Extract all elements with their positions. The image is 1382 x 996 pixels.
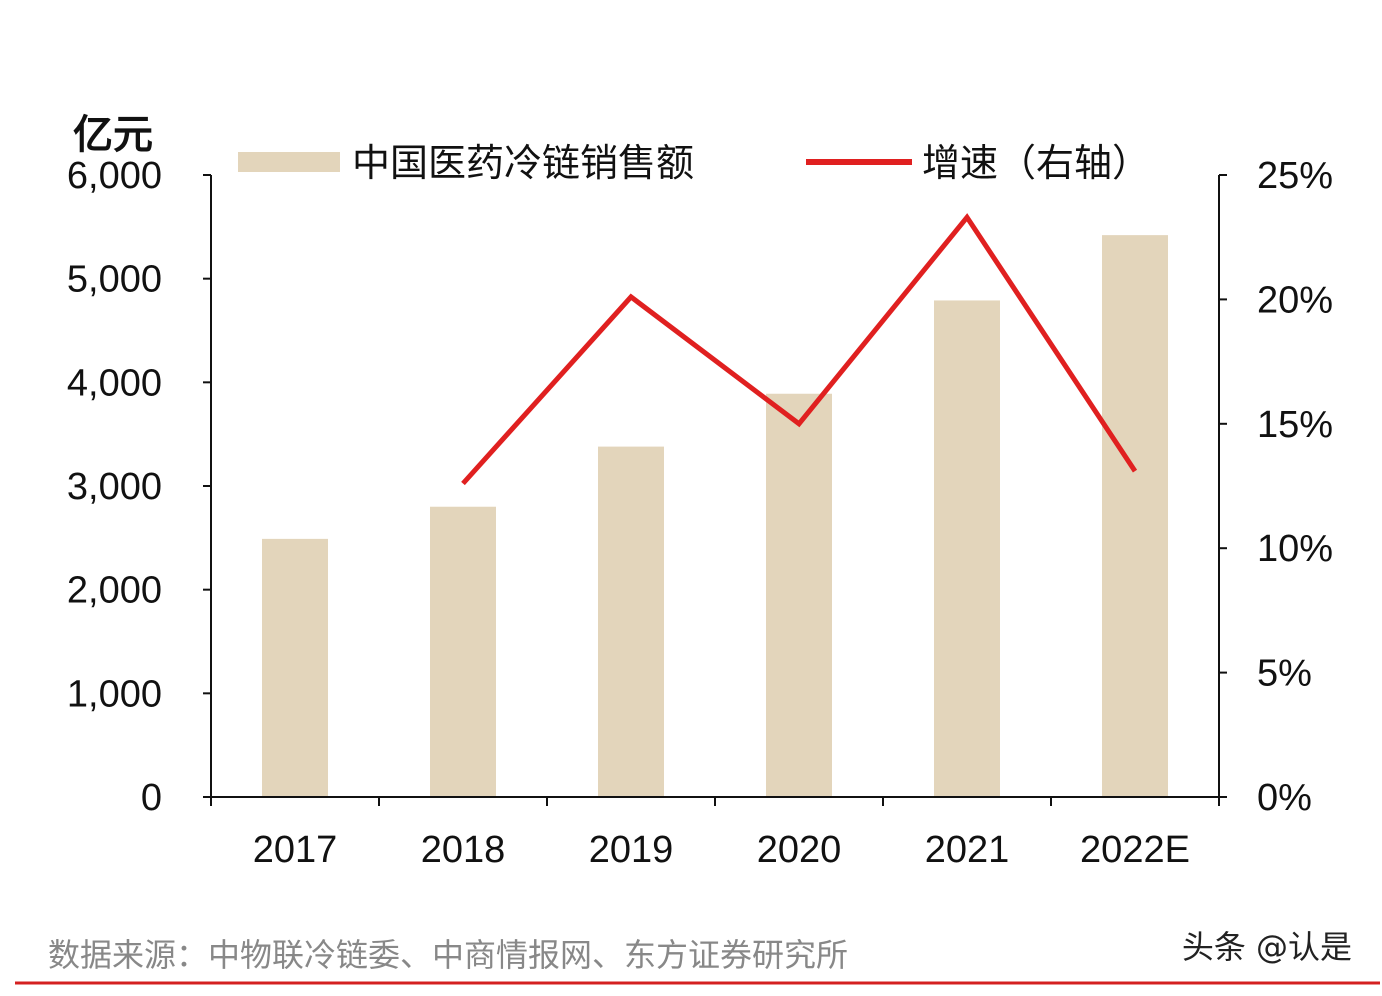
watermark: 头条 @认是	[1182, 928, 1352, 966]
bar-2018	[430, 507, 496, 797]
legend-bar-label: 中国医药冷链销售额	[352, 141, 694, 185]
source-note: 数据来源：中物联冷链委、中商情报网、东方证券研究所	[48, 936, 848, 974]
y-left-tick-label: 6,000	[67, 155, 162, 197]
y-left-tick-label: 4,000	[67, 362, 162, 404]
y-right-tick-label: 15%	[1257, 404, 1333, 446]
x-tick-label: 2018	[421, 829, 506, 871]
legend: 中国医药冷链销售额 增速（右轴）	[238, 141, 1150, 185]
y-left-unit-label: 亿元	[73, 112, 153, 158]
y-left-tick-label: 3,000	[67, 466, 162, 508]
y-right-tick-label: 0%	[1257, 777, 1312, 819]
y-left-tick-label: 0	[141, 777, 162, 819]
y-right-tick-label: 25%	[1257, 155, 1333, 197]
y-left-tick-label: 2,000	[67, 570, 162, 612]
legend-bar-swatch	[238, 152, 340, 172]
y-left-tick-label: 1,000	[67, 673, 162, 715]
x-tick-label: 2021	[925, 829, 1010, 871]
y-right-tick-label: 10%	[1257, 528, 1333, 570]
bar-2020	[766, 394, 832, 797]
x-tick-label: 2017	[253, 829, 338, 871]
x-tick-label: 2020	[757, 829, 842, 871]
y-right-tick-label: 5%	[1257, 653, 1312, 695]
bar-2019	[598, 447, 664, 797]
y-left-tick-label: 5,000	[67, 259, 162, 301]
bar-2017	[262, 539, 328, 797]
legend-line-label: 增速（右轴）	[922, 141, 1150, 185]
bar-2022E	[1102, 235, 1168, 797]
y-right-tick-label: 20%	[1257, 279, 1333, 321]
x-tick-label: 2022E	[1080, 829, 1190, 871]
x-tick-label: 2019	[589, 829, 674, 871]
bar-2021	[934, 300, 1000, 797]
